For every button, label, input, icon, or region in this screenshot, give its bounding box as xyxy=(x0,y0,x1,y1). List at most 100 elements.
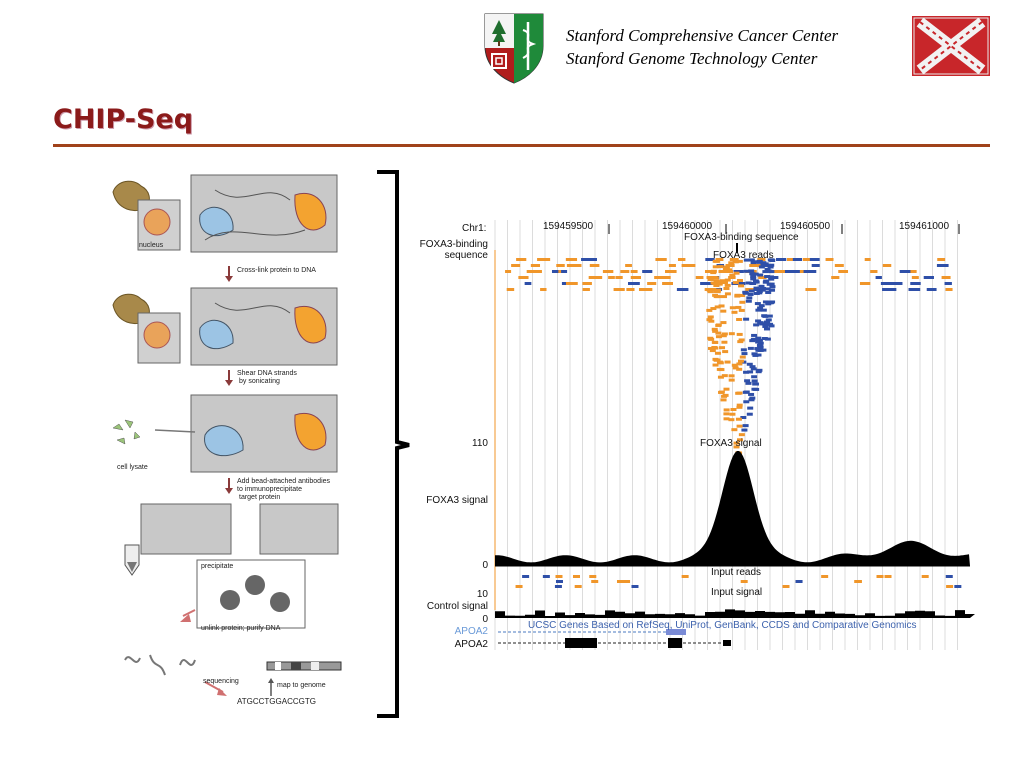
sequence-read xyxy=(742,291,749,295)
sequence-read xyxy=(700,282,707,285)
sequence-read xyxy=(750,277,757,281)
sequence-read xyxy=(926,288,937,291)
sequence-read xyxy=(753,291,760,295)
sequence-read xyxy=(710,307,717,311)
sequence-read xyxy=(720,334,727,338)
sequence-read xyxy=(716,282,723,286)
sequence-read xyxy=(620,270,630,273)
input-read xyxy=(591,580,599,583)
sequence-read xyxy=(720,398,727,402)
binding-track-label-2: sequence xyxy=(444,250,488,261)
input-read xyxy=(954,585,962,588)
sequence-read xyxy=(748,289,755,293)
sequence-read xyxy=(764,275,771,279)
sequence-read xyxy=(715,323,722,327)
signal-axis-zero: 0 xyxy=(482,560,488,571)
sequence-read xyxy=(891,282,903,285)
sequence-read xyxy=(572,264,582,267)
sequence-read xyxy=(802,258,810,261)
sequence-read xyxy=(705,258,715,261)
sequence-read xyxy=(715,331,722,335)
sequence-read xyxy=(750,367,757,371)
sequence-read xyxy=(596,276,603,279)
sequence-read xyxy=(838,270,849,273)
sequence-read xyxy=(805,288,817,291)
sequence-read xyxy=(668,264,676,267)
sequence-read xyxy=(713,290,720,294)
sequence-read xyxy=(751,352,758,356)
sequence-read xyxy=(659,258,667,261)
sequence-read xyxy=(530,264,541,267)
sequence-read xyxy=(734,294,741,298)
input-read xyxy=(515,585,523,588)
sequence-read xyxy=(766,269,773,273)
sequence-read xyxy=(756,259,763,263)
sequence-read xyxy=(732,366,739,370)
header-line-1: Stanford Comprehensive Cancer Center xyxy=(566,26,839,45)
sequence-read xyxy=(724,283,731,287)
sequence-read xyxy=(825,258,834,261)
sequence-read xyxy=(741,352,748,356)
sequence-read xyxy=(767,265,774,269)
sequence-read xyxy=(707,346,714,350)
sequence-read xyxy=(760,286,767,290)
sequence-read xyxy=(754,302,761,306)
sequence-read xyxy=(771,276,779,279)
sequence-read xyxy=(736,317,743,321)
workflow-illustration xyxy=(112,174,342,696)
sequence-read xyxy=(738,308,745,312)
sequence-read xyxy=(723,417,730,421)
sequence-read xyxy=(753,280,760,284)
sequence-read xyxy=(764,267,771,271)
input-read xyxy=(555,575,563,578)
sequence-read xyxy=(720,309,727,313)
gene-label-1: APOA2 xyxy=(454,626,488,637)
sequence-read xyxy=(748,269,755,273)
sequence-read xyxy=(768,324,775,328)
sequence-read xyxy=(755,353,762,357)
sequence-read xyxy=(729,412,736,416)
sequence-read xyxy=(706,318,713,322)
sequence-read xyxy=(582,282,592,285)
sequence-read xyxy=(752,382,759,386)
sequence-read xyxy=(628,282,640,285)
sequence-read xyxy=(551,270,559,273)
sequence-read xyxy=(755,336,762,340)
sequence-text: ATGCCTGGACCGTG xyxy=(237,697,316,706)
unlink-label: unlink protein; purify DNA xyxy=(201,625,281,632)
sequence-read xyxy=(718,390,725,394)
sequence-read xyxy=(722,270,734,273)
sequence-read xyxy=(712,363,719,367)
sequence-read xyxy=(882,288,890,291)
input-read xyxy=(623,580,631,583)
input-read xyxy=(854,580,862,583)
sequence-read xyxy=(769,285,776,289)
title-rule xyxy=(53,144,990,147)
sequence-read xyxy=(721,281,728,285)
sequence-read xyxy=(711,340,718,344)
sequence-read xyxy=(736,259,743,263)
sequence-read xyxy=(719,346,726,350)
sequence-read xyxy=(747,370,754,374)
sequence-read xyxy=(643,288,653,291)
sequence-read xyxy=(736,367,743,371)
sequence-read xyxy=(654,276,664,279)
sequence-read xyxy=(771,270,784,273)
input-read xyxy=(740,580,748,583)
sequence-read xyxy=(767,275,774,279)
sequence-read xyxy=(733,270,744,273)
sequence-read xyxy=(582,288,590,291)
binding-track-label-1: FOXA3-binding xyxy=(419,239,488,250)
sequence-read xyxy=(945,288,953,291)
sequence-read xyxy=(761,337,768,341)
sequence-read xyxy=(766,282,773,286)
sequence-read xyxy=(769,300,776,304)
sequence-read xyxy=(748,258,755,262)
sequence-read xyxy=(743,258,750,262)
sequence-read xyxy=(760,308,767,312)
sequence-read xyxy=(677,258,686,261)
sequence-read xyxy=(801,270,813,273)
sequence-read xyxy=(723,408,730,412)
sequence-read xyxy=(752,272,759,276)
sequence-read xyxy=(944,282,952,285)
